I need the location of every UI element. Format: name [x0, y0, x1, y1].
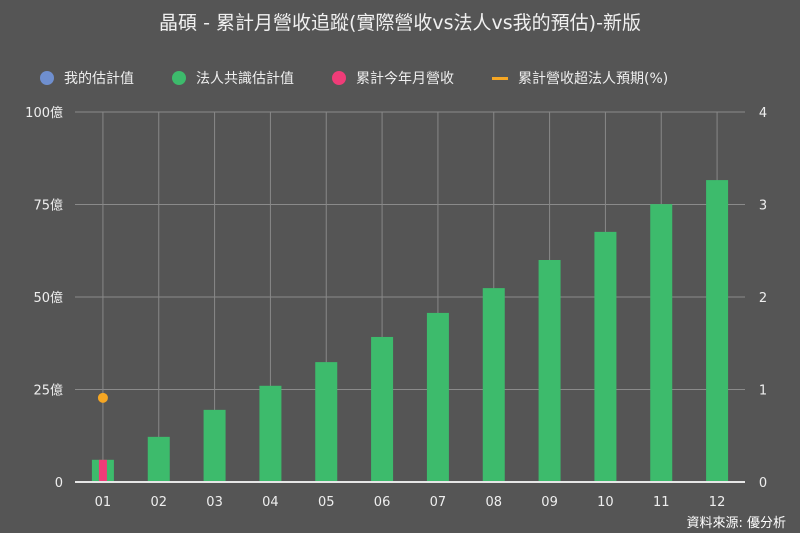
bar-consensus	[650, 204, 673, 482]
x-tick-label: 01	[95, 495, 112, 510]
x-tick-label: 12	[709, 495, 726, 510]
legend: 我的估計值 法人共識估計值 累計今年月營收 累計營收超法人預期(%)	[40, 68, 668, 88]
legend-item-beat-pct[interactable]: 累計營收超法人預期(%)	[492, 68, 668, 88]
bar-consensus	[259, 385, 282, 482]
y-right-tick-label: 2	[759, 291, 767, 306]
source-note: 資料來源: 優分析	[686, 516, 786, 531]
y-left-tick-label: 0	[55, 476, 63, 491]
bar-consensus	[203, 409, 226, 482]
y-left-tick-label: 100億	[25, 105, 63, 121]
x-tick-label: 07	[430, 495, 447, 510]
y-right-tick-label: 1	[759, 384, 767, 399]
x-tick-label: 03	[206, 495, 223, 510]
x-tick-label: 05	[318, 495, 335, 510]
legend-marker	[332, 71, 346, 85]
y-right-tick-label: 3	[759, 199, 767, 214]
legend-item-my-estimate[interactable]: 我的估計值	[40, 68, 134, 88]
point-beat-pct	[97, 392, 108, 403]
x-tick-label: 11	[653, 495, 670, 510]
legend-label: 法人共識估計值	[196, 71, 294, 87]
legend-label: 累計營收超法人預期(%)	[518, 71, 669, 87]
legend-marker	[40, 71, 54, 85]
bar-consensus	[315, 362, 338, 482]
y-right-tick-label: 0	[759, 476, 767, 491]
legend-marker	[172, 71, 186, 85]
bar-consensus	[594, 231, 617, 482]
bar-revenue	[98, 459, 107, 482]
bar-consensus	[147, 436, 170, 482]
legend-label: 我的估計值	[64, 71, 134, 87]
x-tick-label: 10	[597, 495, 614, 510]
legend-item-revenue[interactable]: 累計今年月營收	[332, 68, 454, 88]
y-right-tick-label: 4	[759, 106, 767, 121]
y-left-tick-label: 50億	[33, 290, 63, 306]
y-left-tick-label: 75億	[33, 198, 63, 214]
legend-label: 累計今年月營收	[356, 71, 454, 87]
bar-consensus	[706, 180, 729, 482]
legend-item-consensus[interactable]: 法人共識估計值	[172, 68, 294, 88]
x-tick-label: 08	[485, 495, 502, 510]
x-tick-label: 06	[374, 495, 391, 510]
bar-consensus	[426, 312, 449, 482]
bar-consensus	[371, 336, 394, 482]
chart-title: 晶碩 - 累計月營收追蹤(實際營收vs法人vs我的預估)-新版	[159, 12, 641, 34]
legend-marker	[492, 76, 508, 80]
x-tick-label: 09	[541, 495, 558, 510]
bar-consensus	[538, 260, 561, 482]
x-tick-label: 04	[262, 495, 279, 510]
y-left-tick-label: 25億	[33, 383, 63, 399]
x-tick-label: 02	[150, 495, 167, 510]
bar-consensus	[482, 288, 505, 482]
